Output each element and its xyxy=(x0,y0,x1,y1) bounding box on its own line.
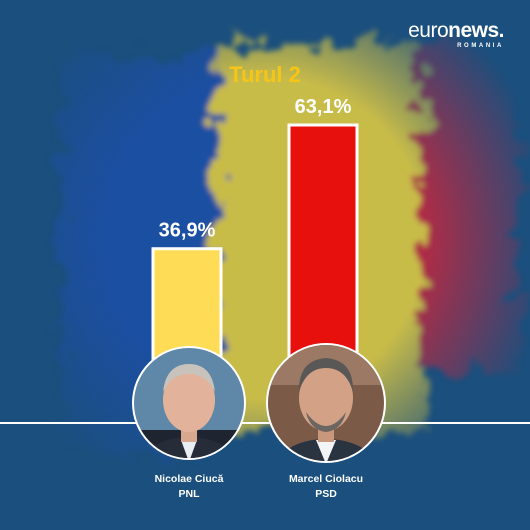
value-label-0: 36,9% xyxy=(159,220,216,242)
chart-title: Turul 2 xyxy=(229,62,301,87)
logo-word-bold: news. xyxy=(448,19,504,42)
value-labels-layer: 36,9% 63,1% xyxy=(159,96,352,242)
euronews-logo: euronews. ROMANIA xyxy=(408,20,504,50)
candidate-party-0: PNL xyxy=(179,488,201,500)
candidate-photo-0 xyxy=(132,346,246,460)
candidate-name-1: Marcel Ciolacu xyxy=(289,473,363,485)
candidate-name-0: Nicolae Ciucă xyxy=(155,473,224,485)
candidate-names: Nicolae Ciucă PNL Marcel Ciolacu PSD xyxy=(155,473,364,500)
flag-red-stripe xyxy=(420,40,520,370)
candidate-photo-1 xyxy=(266,343,386,463)
logo-word-regular: euro xyxy=(408,19,449,42)
candidate-party-1: PSD xyxy=(315,488,337,500)
logo-region: ROMANIA xyxy=(457,43,504,49)
value-label-1: 63,1% xyxy=(295,96,352,118)
